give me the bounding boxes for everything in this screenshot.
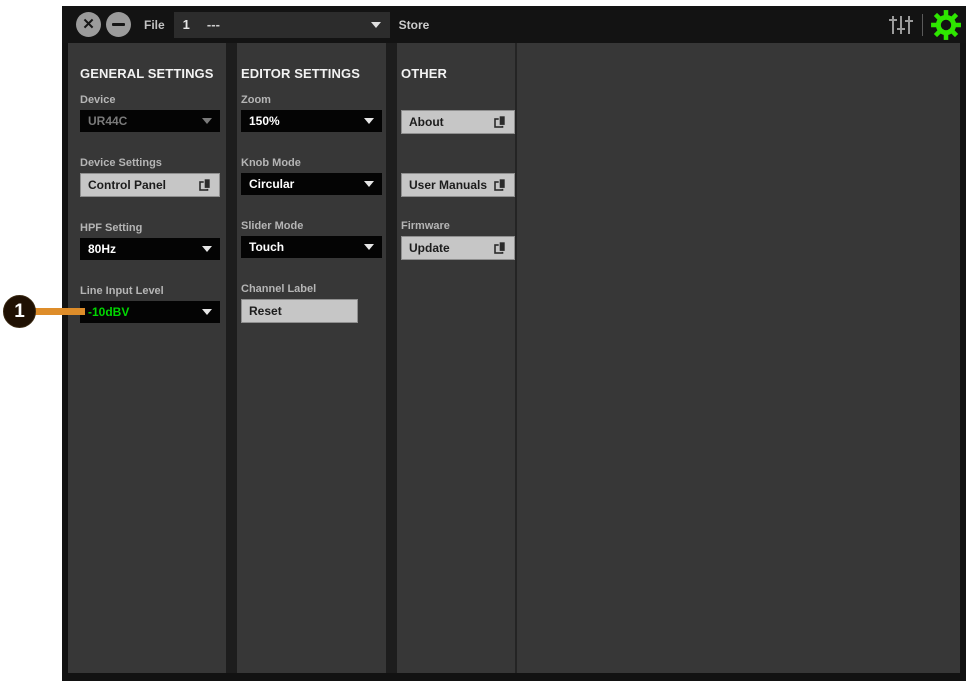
titlebar-divider bbox=[922, 13, 923, 36]
zoom-select[interactable]: 150% bbox=[241, 110, 382, 132]
column-divider bbox=[226, 43, 237, 673]
minimize-icon bbox=[112, 23, 125, 26]
column-divider bbox=[386, 43, 397, 673]
callout-1-badge: 1 bbox=[3, 295, 36, 328]
device-field: Device UR44C bbox=[80, 94, 220, 132]
callout-number: 1 bbox=[14, 300, 25, 322]
user-manuals-button-label: User Manuals bbox=[409, 178, 488, 192]
dropdown-arrow-icon bbox=[202, 118, 212, 124]
callout-line bbox=[33, 308, 85, 315]
update-button-label: Update bbox=[409, 241, 450, 255]
settings-gear-icon[interactable] bbox=[930, 9, 962, 41]
dropdown-arrow-icon bbox=[202, 246, 212, 252]
hpf-setting-value: 80Hz bbox=[88, 242, 117, 256]
copy-icon bbox=[493, 241, 507, 255]
copy-icon bbox=[493, 178, 507, 192]
line-input-level-value: -10dBV bbox=[88, 305, 130, 319]
other-title: OTHER bbox=[401, 66, 447, 81]
device-label: Device bbox=[80, 94, 116, 106]
titlebar-right bbox=[887, 9, 962, 41]
channel-label-field: Channel Label Reset bbox=[241, 283, 382, 323]
file-preset-select[interactable]: 1 --- bbox=[173, 11, 390, 38]
zoom-value: 150% bbox=[249, 114, 280, 128]
slider-mode-field: Slider Mode Touch bbox=[241, 220, 382, 258]
device-value: UR44C bbox=[88, 114, 128, 128]
reset-button-label: Reset bbox=[249, 304, 282, 318]
about-button[interactable]: About bbox=[401, 110, 515, 134]
device-select: UR44C bbox=[80, 110, 220, 132]
zoom-label: Zoom bbox=[241, 94, 271, 106]
content-area: GENERAL SETTINGS Device UR44C Device Set… bbox=[68, 43, 960, 673]
firmware-field: Firmware Update bbox=[401, 220, 515, 260]
knob-mode-select[interactable]: Circular bbox=[241, 173, 382, 195]
column-other: OTHER About User Manuals bbox=[397, 43, 515, 673]
device-settings-label: Device Settings bbox=[80, 157, 162, 169]
firmware-label: Firmware bbox=[401, 220, 450, 232]
file-preset-number: 1 bbox=[182, 17, 190, 32]
slider-mode-label: Slider Mode bbox=[241, 220, 304, 232]
hpf-setting-select[interactable]: 80Hz bbox=[80, 238, 220, 260]
zoom-field: Zoom 150% bbox=[241, 94, 382, 132]
copy-icon bbox=[198, 178, 212, 192]
update-button[interactable]: Update bbox=[401, 236, 515, 260]
titlebar: ✕ File 1 --- Store bbox=[62, 6, 966, 43]
channel-label-label: Channel Label bbox=[241, 283, 317, 295]
store-button[interactable]: Store bbox=[398, 17, 430, 32]
hpf-field: HPF Setting 80Hz bbox=[80, 222, 220, 260]
dropdown-arrow-icon bbox=[370, 21, 381, 28]
editor-settings-title: EDITOR SETTINGS bbox=[241, 66, 360, 81]
hpf-setting-label: HPF Setting bbox=[80, 222, 143, 234]
knob-mode-value: Circular bbox=[249, 177, 295, 191]
device-settings-field: Device Settings Control Panel bbox=[80, 157, 220, 197]
column-editor-settings: EDITOR SETTINGS Zoom 150% Knob Mode Circ… bbox=[237, 43, 386, 673]
slider-mode-select[interactable]: Touch bbox=[241, 236, 382, 258]
line-input-field: Line Input Level -10dBV bbox=[80, 285, 220, 323]
line-input-level-label: Line Input Level bbox=[80, 285, 164, 297]
column-general-settings: GENERAL SETTINGS Device UR44C Device Set… bbox=[68, 43, 226, 673]
user-manuals-button[interactable]: User Manuals bbox=[401, 173, 515, 197]
knob-mode-field: Knob Mode Circular bbox=[241, 157, 382, 195]
minimize-button[interactable] bbox=[106, 12, 131, 37]
column-divider-thin bbox=[515, 43, 517, 673]
mixer-view-icon[interactable] bbox=[887, 13, 915, 37]
control-panel-button[interactable]: Control Panel bbox=[80, 173, 220, 197]
reset-button[interactable]: Reset bbox=[241, 299, 358, 323]
close-icon: ✕ bbox=[82, 15, 95, 33]
file-preset-name: --- bbox=[206, 17, 220, 32]
about-button-label: About bbox=[409, 115, 444, 129]
knob-mode-label: Knob Mode bbox=[241, 157, 301, 169]
settings-window: ✕ File 1 --- Store bbox=[62, 6, 966, 681]
dropdown-arrow-icon bbox=[364, 118, 374, 124]
dropdown-arrow-icon bbox=[364, 244, 374, 250]
file-label: File bbox=[144, 17, 165, 32]
general-settings-title: GENERAL SETTINGS bbox=[80, 66, 214, 81]
copy-icon bbox=[493, 115, 507, 129]
dropdown-arrow-icon bbox=[202, 309, 212, 315]
line-input-level-select[interactable]: -10dBV bbox=[80, 301, 220, 323]
dropdown-arrow-icon bbox=[364, 181, 374, 187]
empty-panel bbox=[517, 43, 960, 673]
control-panel-button-label: Control Panel bbox=[88, 178, 167, 192]
close-button[interactable]: ✕ bbox=[76, 12, 101, 37]
slider-mode-value: Touch bbox=[249, 240, 285, 254]
